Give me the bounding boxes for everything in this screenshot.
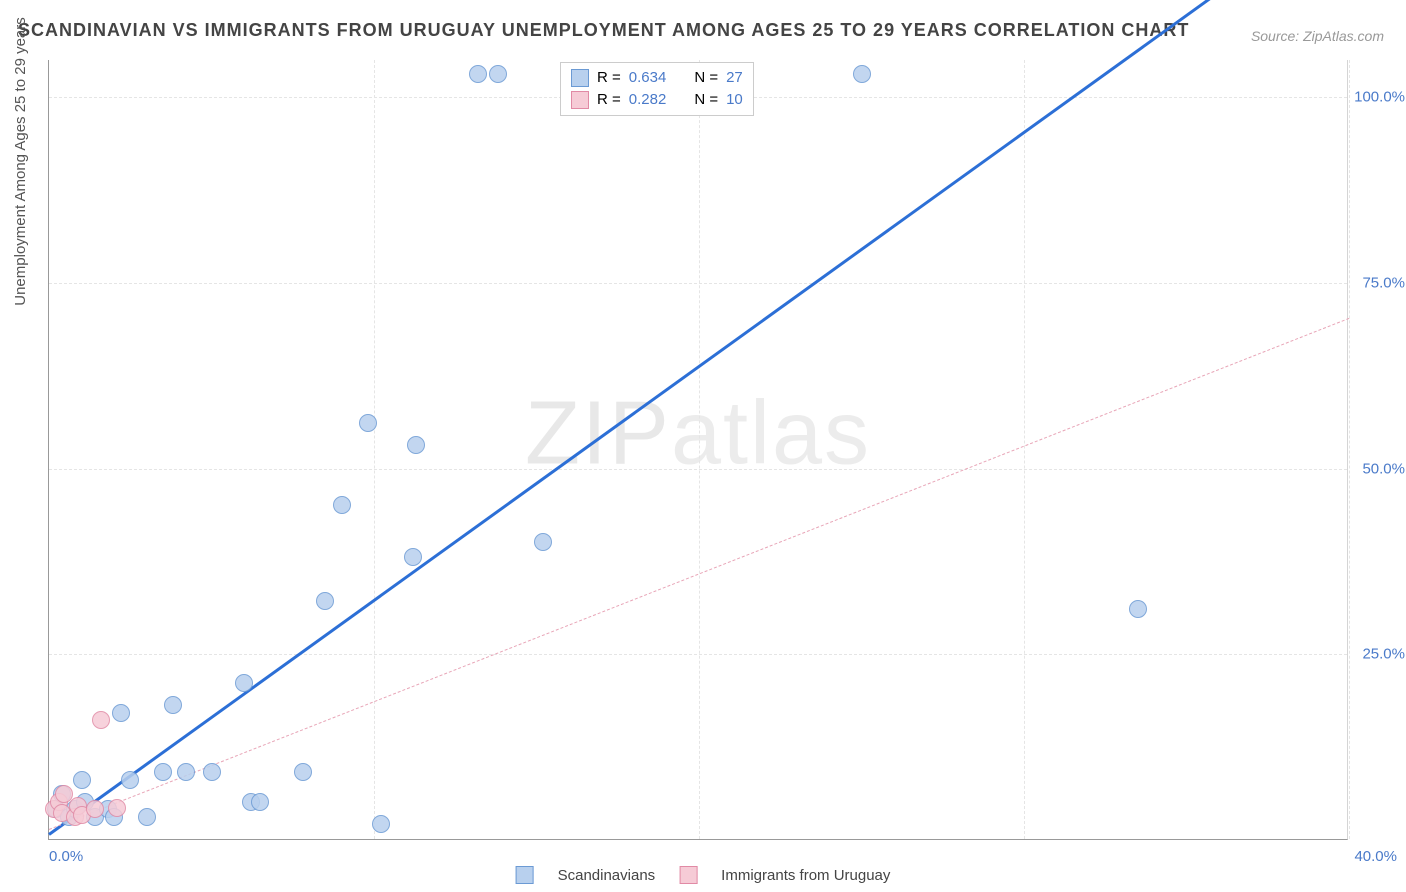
data-point <box>164 696 182 714</box>
legend-n-value: 10 <box>726 89 743 111</box>
y-tick-label: 25.0% <box>1362 646 1405 663</box>
chart-title: SCANDINAVIAN VS IMMIGRANTS FROM URUGUAY … <box>18 20 1189 41</box>
legend-swatch <box>571 91 589 109</box>
legend-r-value: 0.282 <box>629 89 667 111</box>
data-point <box>203 763 221 781</box>
x-min-label: 0.0% <box>49 848 83 865</box>
series-legend: Scandinavians Immigrants from Uruguay <box>516 866 891 884</box>
y-axis-label: Unemployment Among Ages 25 to 29 years <box>12 17 29 306</box>
grid-line-v <box>1349 60 1350 839</box>
grid-line-v <box>1024 60 1025 839</box>
grid-line-h <box>49 283 1347 284</box>
data-point <box>138 808 156 826</box>
legend-swatch <box>679 866 697 884</box>
chart-container: SCANDINAVIAN VS IMMIGRANTS FROM URUGUAY … <box>0 0 1406 892</box>
legend-r-value: 0.634 <box>629 67 667 89</box>
legend-series-label: Scandinavians <box>558 867 656 884</box>
legend-row: R = 0.282 N = 10 <box>571 89 743 111</box>
plot-area: ZIPatlas 25.0%50.0%75.0%100.0%0.0%40.0% <box>48 60 1348 840</box>
source-label: Source: ZipAtlas.com <box>1251 28 1384 44</box>
data-point <box>359 414 377 432</box>
grid-line-v <box>374 60 375 839</box>
legend-r-label: R = <box>597 89 621 111</box>
grid-line-h <box>49 654 1347 655</box>
y-tick-label: 100.0% <box>1354 89 1405 106</box>
data-point <box>372 815 390 833</box>
legend-swatch <box>571 69 589 87</box>
legend-r-label: R = <box>597 67 621 89</box>
data-point <box>853 65 871 83</box>
data-point <box>469 65 487 83</box>
data-point <box>407 436 425 454</box>
data-point <box>177 763 195 781</box>
legend-row: R = 0.634 N = 27 <box>571 67 743 89</box>
data-point <box>92 711 110 729</box>
data-point <box>112 704 130 722</box>
grid-line-h <box>49 469 1347 470</box>
data-point <box>489 65 507 83</box>
legend-swatch <box>516 866 534 884</box>
x-max-label: 40.0% <box>1354 848 1397 865</box>
data-point <box>294 763 312 781</box>
legend-n-label: N = <box>694 89 718 111</box>
legend-n-value: 27 <box>726 67 743 89</box>
data-point <box>333 496 351 514</box>
data-point <box>86 800 104 818</box>
data-point <box>316 592 334 610</box>
data-point <box>73 771 91 789</box>
data-point <box>534 533 552 551</box>
data-point <box>121 771 139 789</box>
data-point <box>1129 600 1147 618</box>
data-point <box>235 674 253 692</box>
data-point <box>251 793 269 811</box>
legend-series-label: Immigrants from Uruguay <box>721 867 890 884</box>
y-tick-label: 50.0% <box>1362 460 1405 477</box>
data-point <box>154 763 172 781</box>
correlation-legend: R = 0.634 N = 27 R = 0.282 N = 10 <box>560 62 754 116</box>
legend-n-label: N = <box>694 67 718 89</box>
y-tick-label: 75.0% <box>1362 274 1405 291</box>
grid-line-v <box>699 60 700 839</box>
data-point <box>404 548 422 566</box>
watermark: ZIPatlas <box>525 382 871 485</box>
data-point <box>108 799 126 817</box>
